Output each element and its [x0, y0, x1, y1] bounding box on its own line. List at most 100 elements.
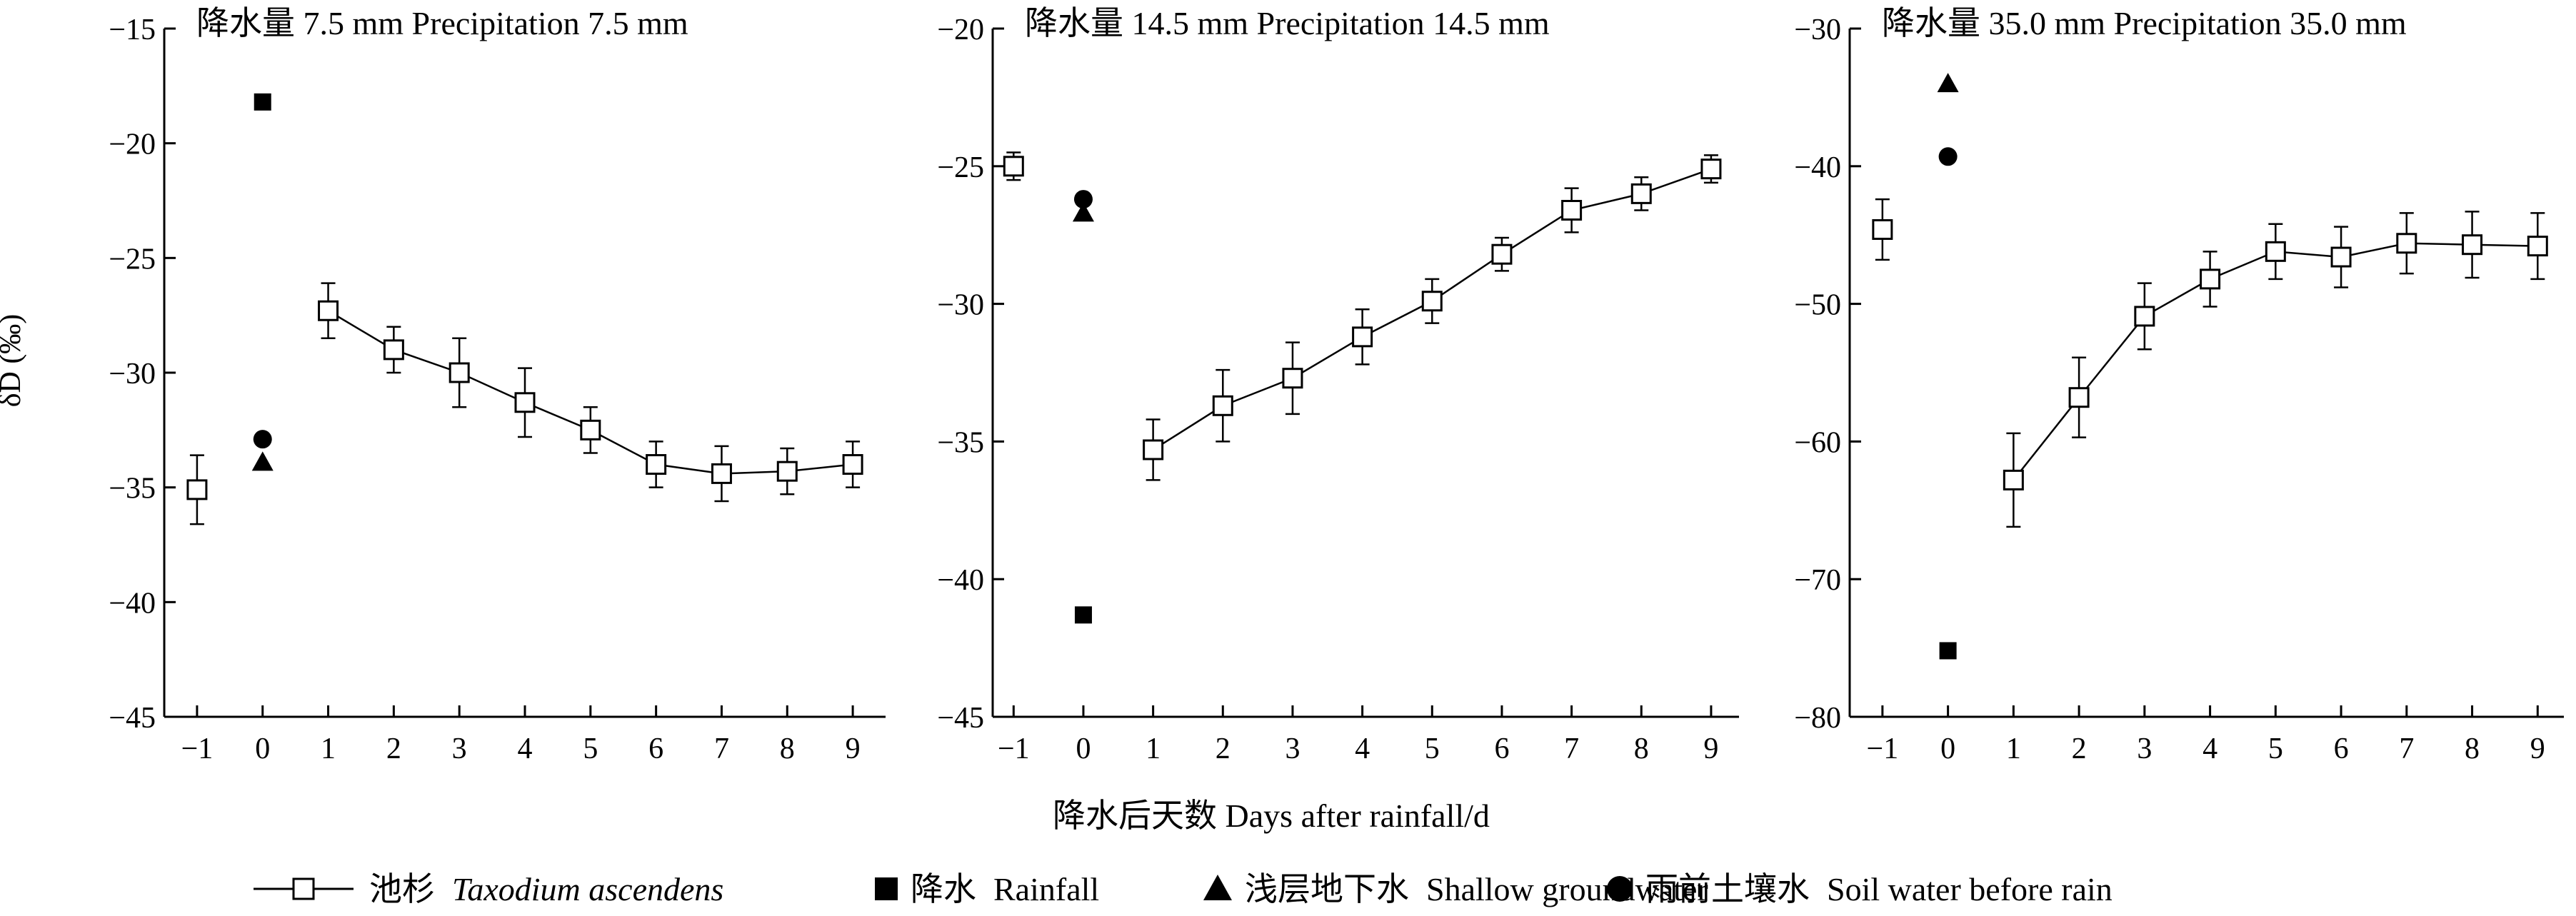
taxodium-point: [318, 300, 339, 321]
chart-panel: −20 −25 −30 −35 −40 −45 −1 0 1 2 3 4 5 6 7 8 9 降水量 14.5 m…: [937, 5, 1739, 765]
x-tick-label: 4: [2202, 733, 2217, 765]
legend-label-cn: 池杉: [369, 871, 435, 907]
x-tick-label: 8: [1634, 733, 1649, 765]
x-tick-label: 3: [452, 733, 467, 765]
chart-title: 降水量 7.5 mm Precipitation 7.5 mm: [196, 5, 688, 41]
y-tick-label: −40: [109, 587, 156, 620]
y-tick-label: −50: [1794, 289, 1841, 322]
legend-circle-marker: [1607, 876, 1633, 902]
y-tick-label: −40: [1794, 151, 1841, 184]
legend-label-cn: 降水: [911, 871, 976, 907]
taxodium-point: [711, 463, 732, 484]
y-tick-label: −15: [109, 14, 156, 46]
soil-water-point: [253, 430, 272, 449]
legend-triangle-marker: [1203, 875, 1232, 900]
x-tick-label: 4: [518, 733, 533, 765]
legend-label-cn: 浅层地下水: [1245, 871, 1409, 907]
x-tick-label: −1: [1867, 733, 1899, 765]
taxodium-point: [1212, 395, 1233, 416]
taxodium-point: [2068, 387, 2090, 408]
x-tick-label: 8: [780, 733, 795, 765]
taxodium-point: [580, 419, 601, 441]
y-tick-label: −35: [937, 426, 984, 459]
taxodium-point: [1872, 218, 1893, 240]
chart-panel: −30 −40 −50 −60 −70 −80 −1 0 1 2 3 4 5 6 7 8 9 降水量 35.0 m…: [1794, 5, 2564, 765]
rainfall-point: [1074, 606, 1092, 624]
taxodium-point: [1421, 291, 1443, 312]
x-tick-label: 6: [648, 733, 663, 765]
chart-title: 降水量 35.0 mm Precipitation 35.0 mm: [1882, 5, 2407, 41]
legend-label-en: Soil water before rain: [1827, 871, 2113, 907]
x-tick-label: 5: [583, 733, 598, 765]
chart-title: 降水量 14.5 mm Precipitation 14.5 mm: [1025, 5, 1550, 41]
legend-label-en: Rainfall: [993, 871, 1099, 907]
taxodium-point: [2527, 236, 2548, 257]
taxodium-point: [2462, 234, 2483, 256]
taxodium-point: [2003, 469, 2024, 490]
taxodium-point: [1491, 243, 1513, 265]
soil-water-point: [1938, 147, 1958, 166]
x-tick-label: 3: [2137, 733, 2152, 765]
y-tick-label: −30: [1794, 14, 1841, 46]
x-tick-label: 5: [2268, 733, 2283, 765]
y-tick-label: −70: [1794, 564, 1841, 597]
y-tick-label: −20: [109, 129, 156, 161]
x-tick-label: −1: [181, 733, 214, 765]
x-tick-label: 0: [1076, 733, 1091, 765]
taxodium-point: [383, 339, 404, 361]
taxodium-point: [2265, 241, 2286, 262]
x-tick-label: 6: [2334, 733, 2349, 765]
legend-open-square-marker: [292, 877, 315, 900]
legend-label-cn: 雨前土壤水: [1645, 871, 1810, 907]
y-tick-label: −40: [937, 564, 984, 597]
y-tick-label: −30: [937, 289, 984, 322]
y-tick-label: −20: [937, 14, 984, 46]
x-tick-label: 1: [321, 733, 336, 765]
x-tick-label: 9: [2530, 733, 2545, 765]
x-tick-label: 9: [846, 733, 861, 765]
chart-panel: −15 −20 −25 −30 −35 −40 −45 −1 0 1 2 3 4 5 6 7 8 9 降水量 7.5…: [109, 5, 886, 765]
taxodium-point: [1282, 368, 1303, 389]
legend-item: 浅层地下水 Shallow groundwater: [1203, 871, 1708, 907]
taxodium-point: [1352, 326, 1373, 348]
legend: 池杉 Taxodium ascendens 降水 Rainfall 浅层地下水 Shall…: [254, 871, 2113, 907]
x-tick-label: 1: [1146, 733, 1161, 765]
x-tick-label: 0: [255, 733, 270, 765]
y-tick-label: −60: [1794, 426, 1841, 459]
x-tick-label: 1: [2006, 733, 2021, 765]
taxodium-point: [1630, 183, 1652, 204]
legend-filled-square-marker: [875, 877, 898, 900]
x-tick-label: 6: [1494, 733, 1509, 765]
rainfall-point: [254, 93, 271, 111]
shallow-groundwater-point: [1072, 202, 1094, 222]
x-tick-label: 2: [2072, 733, 2087, 765]
x-tick-label: 4: [1355, 733, 1370, 765]
taxodium-point: [1143, 439, 1164, 460]
taxodium-point: [2200, 268, 2221, 290]
rainfall-point: [1939, 642, 1957, 660]
y-tick-label: −25: [109, 243, 156, 276]
x-axis-label: 降水后天数 Days after rainfall/d: [1053, 797, 1490, 834]
taxodium-point: [1700, 158, 1722, 180]
y-tick-label: −30: [109, 358, 156, 391]
legend-item: 雨前土壤水 Soil water before rain: [1607, 871, 2113, 907]
legend-item: 池杉 Taxodium ascendens: [254, 871, 723, 907]
taxodium-point: [186, 479, 208, 500]
shallow-groundwater-point: [1937, 73, 1959, 93]
x-tick-label: 5: [1425, 733, 1440, 765]
taxodium-point: [646, 454, 667, 475]
taxodium-point: [2134, 306, 2155, 327]
legend-item: 降水 Rainfall: [875, 871, 1099, 907]
x-tick-label: 7: [2399, 733, 2414, 765]
legend-label-en: Shallow groundwater: [1426, 871, 1708, 907]
x-tick-label: 2: [1216, 733, 1231, 765]
x-tick-label: 8: [2465, 733, 2480, 765]
y-tick-label: −35: [109, 473, 156, 505]
taxodium-point: [2396, 233, 2417, 254]
taxodium-point: [514, 392, 536, 413]
taxodium-point: [2330, 246, 2352, 268]
y-tick-label: −80: [1794, 702, 1841, 735]
y-axis-label: δD (‰): [0, 314, 27, 408]
legend-label-en: Taxodium ascendens: [452, 871, 723, 907]
